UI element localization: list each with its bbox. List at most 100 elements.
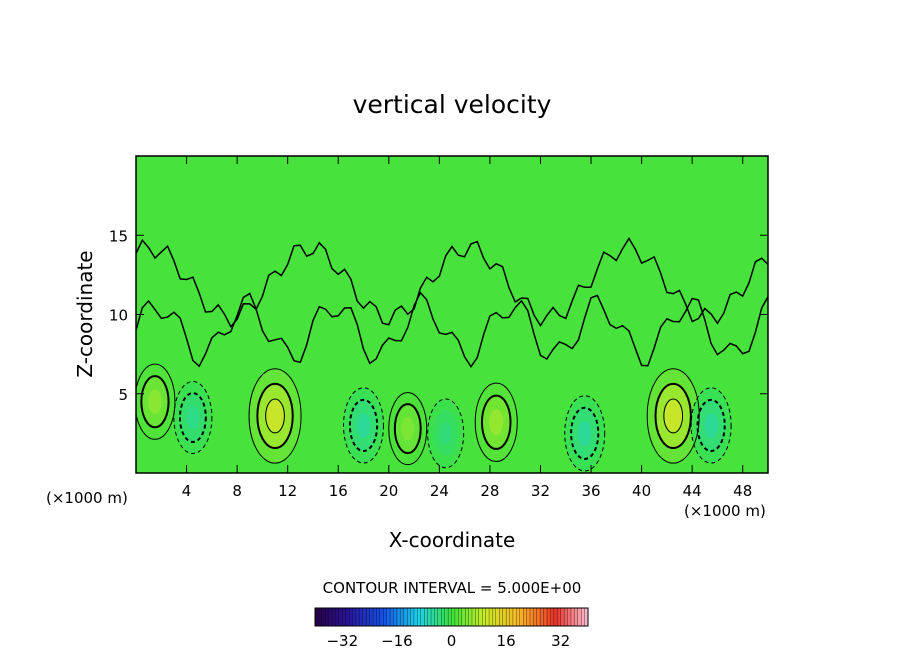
colorbar-cell (512, 607, 517, 627)
colorbar-cell (379, 607, 384, 627)
x-unit-left: (×1000 m) (46, 489, 128, 507)
contour-line (480, 394, 512, 450)
contour-line (663, 398, 684, 434)
x-tick-label: 20 (379, 482, 398, 500)
colorbar-cell (546, 607, 551, 627)
contour-line (140, 375, 170, 429)
colorbar-cell (314, 607, 319, 627)
colorbar-frame (314, 607, 589, 627)
colorbar-cell (396, 607, 401, 627)
updraft-region (401, 416, 415, 441)
colorbar-cell (321, 607, 326, 627)
colorbar-cell (348, 607, 353, 627)
zero-contour-line (136, 291, 768, 369)
x-axis: 4 8 12 16 20 24 28 32 36 40 44 48 (182, 156, 752, 500)
colorbar-cell (468, 607, 473, 627)
x-tick-label: 4 (182, 482, 192, 500)
colorbar-cell (420, 607, 425, 627)
colorbar-cell (441, 607, 446, 627)
colorbar-cell (550, 607, 555, 627)
colorbar-cell (331, 607, 336, 627)
colorbar-cell (366, 607, 371, 627)
colorbar-cell (536, 607, 541, 627)
colorbar-cell (410, 607, 415, 627)
colorbar-cell (577, 607, 582, 627)
colorbar-cell (570, 607, 575, 627)
y-tick-label: 15 (109, 227, 128, 245)
colorbar-cell (359, 607, 364, 627)
colorbar-cell (437, 607, 442, 627)
colorbar-cell (478, 607, 483, 627)
x-tick-label: 48 (733, 482, 752, 500)
updraft-region (489, 409, 504, 436)
x-tick-label: 40 (632, 482, 651, 500)
updraft-region (148, 389, 162, 415)
y-axis-label: Z-coordinate (73, 250, 97, 377)
colorbar-cell (563, 607, 568, 627)
colorbar-cell (529, 607, 534, 627)
colorbar-cell (574, 607, 579, 627)
colorbar-cell (482, 607, 487, 627)
colorbar-cell (553, 607, 558, 627)
colorbar-cell (519, 607, 524, 627)
contour-line (690, 387, 732, 464)
colorbar-cell (451, 607, 456, 627)
x-tick-label: 32 (531, 482, 550, 500)
colorbar-cell (567, 607, 572, 627)
contour-line (388, 392, 428, 466)
x-unit-right: (×1000 m) (684, 502, 766, 520)
colorbar-cell (485, 607, 490, 627)
contour-line (265, 398, 285, 434)
colorbar-cell (325, 607, 330, 627)
colorbar-cell (499, 607, 504, 627)
colorbar-cell (557, 607, 562, 627)
downdraft-region (439, 421, 452, 445)
colorbar-cell (386, 607, 391, 627)
colorbar-cell (400, 607, 405, 627)
colorbar-cell (345, 607, 350, 627)
downdraft-region (578, 420, 592, 446)
contour-line (570, 406, 600, 460)
colorbar-cell (475, 607, 480, 627)
colorbar-cell (369, 607, 374, 627)
colorbar-cell (444, 607, 449, 627)
colorbar-cell (492, 607, 497, 627)
colorbar (314, 607, 589, 627)
contour-line (427, 398, 465, 469)
colorbar-cell (372, 607, 377, 627)
colorbar-tick-label: 0 (447, 632, 457, 650)
colorbar-cell (458, 607, 463, 627)
contour-line (393, 403, 422, 455)
x-tick-label: 16 (329, 482, 348, 500)
contour-line (564, 395, 606, 472)
colorbar-cell (516, 607, 521, 627)
colorbar-cell (430, 607, 435, 627)
y-axis: 5 10 15 (109, 227, 768, 404)
colorbar-cell (355, 607, 360, 627)
contour-line (178, 392, 207, 444)
colorbar-cell (533, 607, 538, 627)
contour-lines (136, 237, 768, 472)
downdraft-region (186, 405, 200, 430)
contour-line (343, 387, 385, 464)
upper-contour-line (136, 237, 768, 329)
colorbar-cell (389, 607, 394, 627)
contour-line (696, 398, 726, 453)
colorbar-cell (434, 607, 439, 627)
colorbar-cell (461, 607, 466, 627)
x-tick-label: 28 (480, 482, 499, 500)
colorbar-tick-label: 32 (551, 632, 570, 650)
x-axis-label: X-coordinate (389, 528, 516, 552)
contour-line (136, 363, 176, 440)
colorbar-cell (540, 607, 545, 627)
colorbar-cell (505, 607, 510, 627)
colorbar-cell (424, 607, 429, 627)
contour-line (348, 398, 379, 453)
y-tick-label: 5 (118, 386, 128, 404)
contour-line (654, 382, 692, 450)
colorbar-cell (526, 607, 531, 627)
colorbar-cell (318, 607, 323, 627)
colorbar-cell (342, 607, 347, 627)
colorbar-cell (543, 607, 548, 627)
x-tick-label: 12 (278, 482, 297, 500)
